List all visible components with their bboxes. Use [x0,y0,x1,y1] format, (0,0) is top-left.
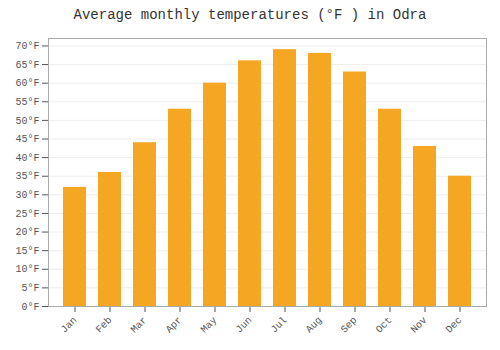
svg-text:Jul: Jul [269,315,290,336]
svg-text:65°F: 65°F [15,60,39,71]
svg-text:Aug: Aug [304,315,325,336]
html-text:Average monthly temperatures (: Average monthly temperatures (°F ) in Od… [73,7,427,23]
svg-text:60°F: 60°F [15,78,39,89]
svg-text:May: May [199,315,220,336]
svg-text:40°F: 40°F [15,153,39,164]
svg-text:0°F: 0°F [21,302,39,313]
svg-text:35°F: 35°F [15,171,39,182]
svg-text:Apr: Apr [164,315,185,336]
svg-text:10°F: 10°F [15,264,39,275]
svg-text:55°F: 55°F [15,97,39,108]
svg-text:50°F: 50°F [15,116,39,127]
svg-text:Jan: Jan [59,315,80,336]
svg-text:Mar: Mar [129,315,150,336]
svg-text:Jun: Jun [234,315,255,336]
svg-text:15°F: 15°F [15,246,39,257]
svg-text:Nov: Nov [409,315,430,336]
svg-text:30°F: 30°F [15,190,39,201]
svg-text:25°F: 25°F [15,209,39,220]
svg-text:Dec: Dec [444,315,465,336]
svg-text:70°F: 70°F [15,41,39,52]
svg-text:45°F: 45°F [15,134,39,145]
svg-text:Sep: Sep [339,315,360,336]
svg-text:Feb: Feb [94,315,115,336]
svg-text:Oct: Oct [374,315,395,336]
svg-text:20°F: 20°F [15,227,39,238]
svg-text:5°F: 5°F [21,283,39,294]
